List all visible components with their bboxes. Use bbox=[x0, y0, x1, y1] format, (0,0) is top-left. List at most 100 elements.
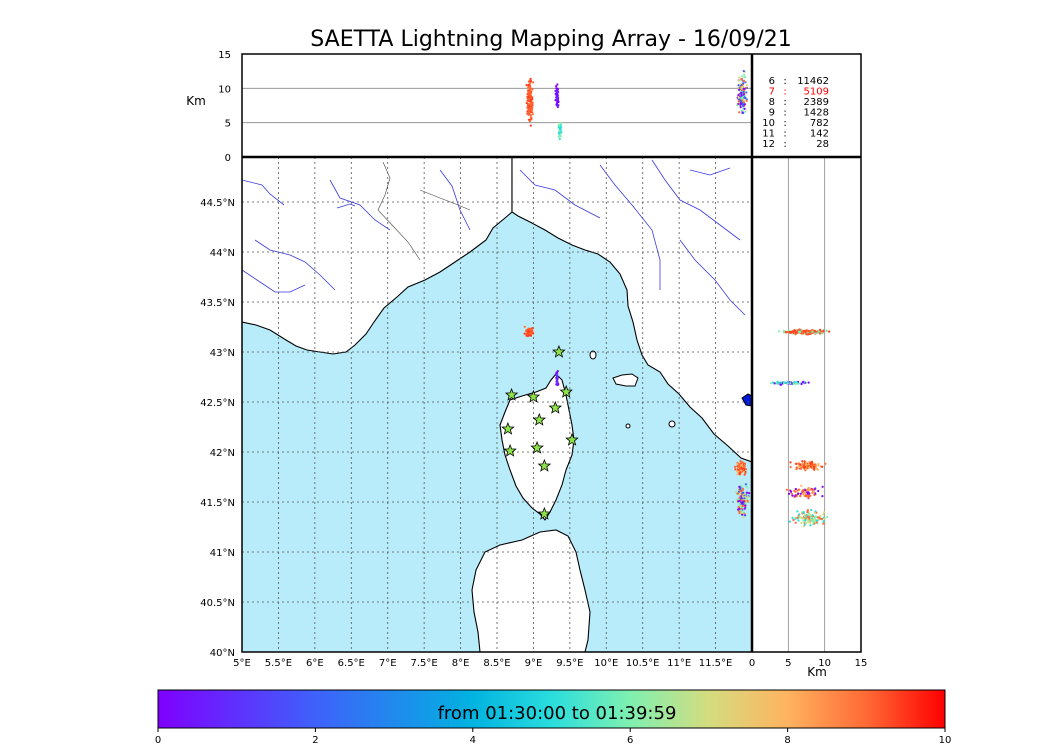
map-source-points bbox=[523, 325, 751, 519]
colorbar-tick-label: 2 bbox=[312, 735, 318, 746]
counts-row: 11: 142 bbox=[762, 129, 829, 140]
counts-value: 142 bbox=[810, 129, 829, 140]
counts-value: 782 bbox=[810, 118, 829, 129]
lma-stations bbox=[501, 344, 579, 520]
counts-row: 10: 782 bbox=[762, 118, 829, 129]
lon-tick-label: 8°E bbox=[452, 658, 470, 669]
station-marker bbox=[537, 458, 552, 472]
side-tick-label: 15 bbox=[855, 658, 868, 669]
side-tick-label: 10 bbox=[818, 658, 831, 669]
station-marker bbox=[501, 421, 515, 435]
mainland-france bbox=[242, 157, 513, 355]
panel-borders bbox=[241, 53, 862, 653]
counts-sep: : bbox=[783, 108, 786, 119]
altitude-y-ticks: 0 5 10 15 bbox=[218, 50, 231, 164]
alt-tick-label: 15 bbox=[218, 50, 231, 61]
mainland-italy bbox=[511, 157, 752, 463]
altitude-unit-label: Km bbox=[186, 94, 206, 108]
lat-tick-label: 41.5°N bbox=[200, 498, 235, 509]
colorbar-tick-label: 0 bbox=[155, 735, 161, 746]
counts-sep: : bbox=[783, 97, 786, 108]
counts-row: 6:11462 bbox=[769, 76, 829, 87]
counts-row: 12: 28 bbox=[762, 139, 829, 150]
counts-value: 1428 bbox=[804, 108, 829, 119]
station-marker bbox=[552, 344, 566, 358]
capraia-island bbox=[589, 350, 597, 360]
station-marker bbox=[559, 384, 573, 398]
lon-tick-label: 5.5°E bbox=[265, 658, 292, 669]
station-marker bbox=[532, 412, 547, 426]
counts-level: 10 bbox=[762, 118, 775, 129]
side-unit-label: Km bbox=[807, 665, 827, 679]
lat-tick-label: 44°N bbox=[210, 248, 235, 259]
counts-value: 2389 bbox=[804, 97, 829, 108]
colorbar-tick-label: 6 bbox=[627, 735, 633, 746]
alt-tick-label: 0 bbox=[225, 153, 231, 164]
colorbar-gradient bbox=[157, 689, 946, 729]
counts-table: 6:114627:51098:23899:142810:78211:14212:… bbox=[762, 76, 829, 150]
lat-tick-label: 43°N bbox=[210, 348, 235, 359]
lat-tick-label: 40°N bbox=[210, 648, 235, 659]
counts-value: 5109 bbox=[804, 87, 829, 98]
counts-sep: : bbox=[783, 76, 786, 87]
station-marker bbox=[503, 443, 517, 457]
montecristo-island bbox=[625, 423, 631, 429]
lon-tick-label: 6.5°E bbox=[338, 658, 365, 669]
lat-tick-label: 43.5°N bbox=[200, 298, 235, 309]
side-tick-label: 0 bbox=[749, 658, 755, 669]
lat-tick-label: 41°N bbox=[210, 548, 235, 559]
counts-row: 7: 5109 bbox=[769, 87, 829, 98]
sardinia-island bbox=[471, 529, 591, 652]
latitude-ticks: 40°N 40.5°N 41°N 41.5°N 42°N 42.5°N 43°N 43.5°N… bbox=[200, 198, 235, 659]
lat-tick-label: 42°N bbox=[210, 448, 235, 459]
counts-level: 8 bbox=[769, 97, 775, 108]
lon-tick-label: 6°E bbox=[306, 658, 324, 669]
colorbar-tick-label: 8 bbox=[784, 735, 790, 746]
lon-tick-label: 10.5°E bbox=[626, 658, 660, 669]
colorbar-ticks: 0 2 4 6 8 10 bbox=[155, 728, 952, 746]
colorbar-label: from 01:30:00 to 01:39:59 bbox=[438, 703, 677, 724]
side-panel: 0 5 10 15 Km bbox=[749, 157, 868, 679]
alt-tick-label: 10 bbox=[218, 84, 231, 95]
altitude-source-points bbox=[525, 70, 749, 140]
colorbar-tick-label: 4 bbox=[470, 735, 476, 746]
counts-sep: : bbox=[783, 129, 786, 140]
side-gridlines bbox=[787, 157, 826, 652]
lat-tick-label: 44.5°N bbox=[200, 198, 235, 209]
lon-tick-label: 8.5°E bbox=[483, 658, 510, 669]
figure-title: SAETTA Lightning Mapping Array - 16/09/2… bbox=[310, 27, 791, 52]
counts-level: 7 bbox=[769, 87, 775, 98]
giglio-island bbox=[668, 420, 676, 428]
counts-level: 6 bbox=[769, 76, 775, 87]
counts-sep: : bbox=[783, 87, 786, 98]
side-tick-label: 5 bbox=[785, 658, 791, 669]
map-panel: 5°E 5.5°E 6°E 6.5°E 7°E 7.5°E 8°E 8.5°E 9°E 9.5°E… bbox=[200, 157, 752, 669]
counts-value: 28 bbox=[816, 139, 829, 150]
colorbar-tick-label: 10 bbox=[939, 735, 952, 746]
lon-tick-label: 11.5°E bbox=[699, 658, 733, 669]
station-marker bbox=[548, 400, 563, 414]
counts-value: 11462 bbox=[797, 76, 829, 87]
lon-tick-label: 7°E bbox=[379, 658, 397, 669]
counts-level: 9 bbox=[769, 108, 775, 119]
lon-tick-label: 10°E bbox=[594, 658, 618, 669]
side-source-points bbox=[770, 328, 831, 528]
lon-tick-label: 7.5°E bbox=[411, 658, 438, 669]
side-x-ticks: 0 5 10 15 bbox=[749, 658, 868, 669]
lon-tick-label: 9°E bbox=[525, 658, 543, 669]
borders bbox=[377, 161, 471, 261]
lat-tick-label: 42.5°N bbox=[200, 398, 235, 409]
lat-tick-label: 40.5°N bbox=[200, 598, 235, 609]
rivers bbox=[242, 159, 746, 316]
station-marker bbox=[526, 389, 541, 403]
counts-row: 8: 2389 bbox=[769, 97, 829, 108]
counts-sep: : bbox=[783, 139, 786, 150]
lon-tick-label: 5°E bbox=[233, 658, 251, 669]
lon-tick-label: 9.5°E bbox=[556, 658, 583, 669]
longitude-ticks: 5°E 5.5°E 6°E 6.5°E 7°E 7.5°E 8°E 8.5°E 9°E 9.5°E… bbox=[233, 658, 732, 669]
colorbar: from 01:30:00 to 01:39:59 0 2 4 6 8 10 bbox=[155, 689, 952, 746]
elba-island bbox=[612, 373, 639, 387]
